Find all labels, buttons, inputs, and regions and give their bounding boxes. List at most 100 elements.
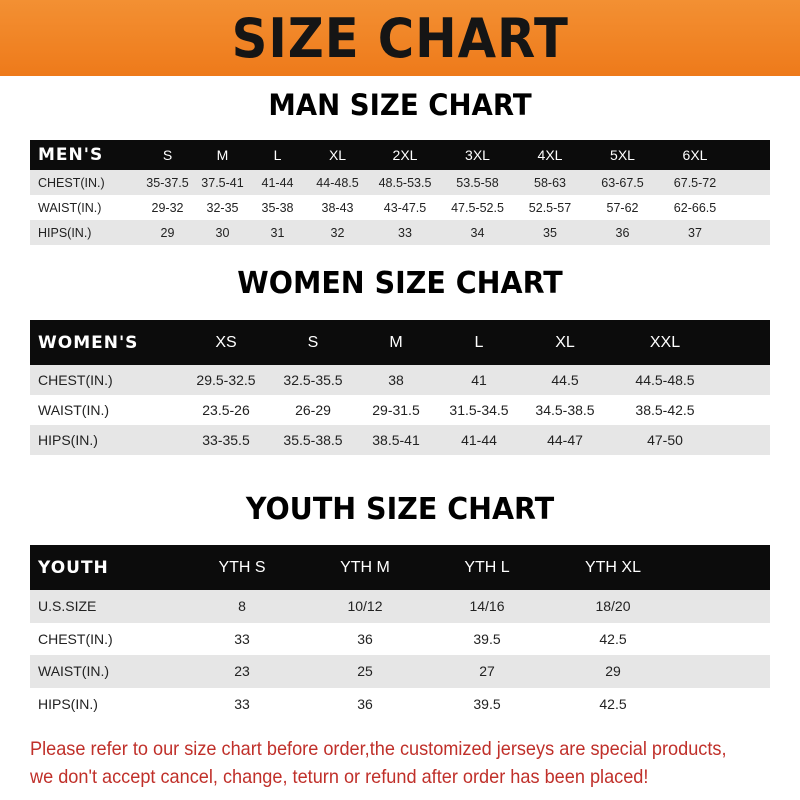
cell: 36 [615,225,630,240]
header-row: WOMEN'S XS S M L XL XXL [30,320,770,365]
cell: 2XL [392,147,418,163]
cell: 26-29 [295,402,331,418]
cell: 33 [234,630,250,647]
cell: XXL [649,333,681,351]
cell: 14/16 [469,598,505,615]
table-row: WAIST(IN.) 29-32 32-35 35-38 38-43 43-47.5 47.… [30,195,770,220]
cell: 44-48.5 [316,175,359,190]
cell: XL [328,147,347,163]
row-label: WAIST(IN.) [38,200,102,215]
cell: 25 [357,663,373,680]
row-label: HIPS(IN.) [38,225,92,240]
header-row: MEN'S S M L XL 2XL 3XL 4XL 5XL 6XL [30,140,770,170]
cell: 34 [470,225,485,240]
row-label: CHEST(IN.) [38,372,113,388]
cell: 36 [357,630,373,647]
cell: 31.5-34.5 [449,402,509,418]
cell: 44.5-48.5 [635,372,695,388]
table-row: CHEST(IN.) 33 36 39.5 42.5 [30,622,770,655]
order-notice: Please refer to our size chart before or… [30,735,737,791]
table-row: U.S.SIZE 8 10/12 14/16 18/20 [30,590,770,623]
cell: YTH S [218,558,266,576]
main-title: SIZE CHART [231,6,569,70]
cell: 52.5-57 [528,200,572,215]
cell: 23.5-26 [202,402,250,418]
row-label: YOUTH [38,557,109,578]
cell: 32.5-35.5 [283,372,343,388]
cell: 29-32 [151,200,184,215]
cell: YTH M [340,558,390,576]
title-banner: SIZE CHART [0,0,800,76]
cell: 39.5 [473,695,501,712]
cell: 29-31.5 [372,402,420,418]
row-label: MEN'S [38,145,104,165]
table-row: HIPS(IN.) 29 30 31 32 33 34 35 36 37 [30,220,770,245]
cell: 37.5-41 [201,175,244,190]
cell: 35.5-38.5 [283,432,343,448]
row-label: CHEST(IN.) [38,630,113,647]
cell: 44.5 [551,372,579,388]
cell: 41-44 [461,432,497,448]
cell: YTH L [464,558,510,576]
cell: 31 [270,225,285,240]
cell: 43-47.5 [383,200,427,215]
cell: XL [555,333,575,351]
notice-line-1: Please refer to our size chart before or… [30,738,727,760]
men-size-table: MEN'S S M L XL 2XL 3XL 4XL 5XL 6XL CHEST(IN.) 35-37… [30,140,770,245]
cell: L [273,147,282,163]
cell: M [216,147,229,163]
cell: 44-47 [547,432,583,448]
cell: S [162,147,173,163]
cell: 48.5-53.5 [378,175,432,190]
cell: 34.5-38.5 [535,402,595,418]
cell: 4XL [537,147,563,163]
row-label: HIPS(IN.) [38,695,98,712]
cell: 47-50 [647,432,683,448]
cell: 58-63 [534,175,566,190]
cell: 57-62 [606,200,639,215]
cell: 63-67.5 [601,175,644,190]
row-label: HIPS(IN.) [38,432,98,448]
cell: 29.5-32.5 [196,372,256,388]
cell: 38-43 [321,200,354,215]
notice-line-2: we don't accept cancel, change, teturn o… [30,766,649,788]
table-row: WAIST(IN.) 23.5-26 26-29 29-31.5 31.5-34.5 34… [30,395,770,425]
cell: 33 [234,695,250,712]
table-row: CHEST(IN.) 35-37.5 37.5-41 41-44 44-48.5 48.5… [30,170,770,195]
cell: 36 [357,695,373,712]
row-label: WAIST(IN.) [38,402,110,418]
youth-chart-title: YOUTH SIZE CHART [245,492,555,527]
cell: 41 [471,372,487,388]
cell: 39.5 [473,630,501,647]
cell: 33-35.5 [202,432,250,448]
cell: 41-44 [261,175,294,190]
cell: 67.5-72 [673,175,717,190]
cell: 35 [543,225,557,240]
cell: 30 [215,225,230,240]
cell: 29 [160,225,175,240]
women-size-table: WOMEN'S XS S M L XL XXL CHEST(IN.) 29.5-32.5 32.5… [30,320,770,455]
cell: 32-35 [206,200,239,215]
cell: S [307,333,319,351]
cell: 32 [330,225,345,240]
cell: 5XL [610,147,635,163]
cell: 35-38 [261,200,294,215]
table-row: CHEST(IN.) 29.5-32.5 32.5-35.5 38 41 44.5 44.5… [30,365,770,395]
cell: M [389,333,403,351]
cell: 10/12 [347,598,383,615]
cell: 42.5 [599,695,627,712]
cell: 62-66.5 [673,200,717,215]
cell: 6XL [682,147,708,163]
cell: 8 [238,598,246,615]
table-row: HIPS(IN.) 33 36 39.5 42.5 [30,687,770,720]
cell: 23 [234,663,250,680]
row-label: WOMEN'S [38,332,139,353]
cell: 35-37.5 [146,175,189,190]
cell: XS [215,333,237,351]
men-chart-title: MAN SIZE CHART [268,88,532,122]
cell: 53.5-58 [456,175,499,190]
cell: YTH XL [584,558,641,576]
row-label: CHEST(IN.) [38,175,105,190]
cell: 38.5-42.5 [635,402,695,418]
cell: 29 [605,663,621,680]
